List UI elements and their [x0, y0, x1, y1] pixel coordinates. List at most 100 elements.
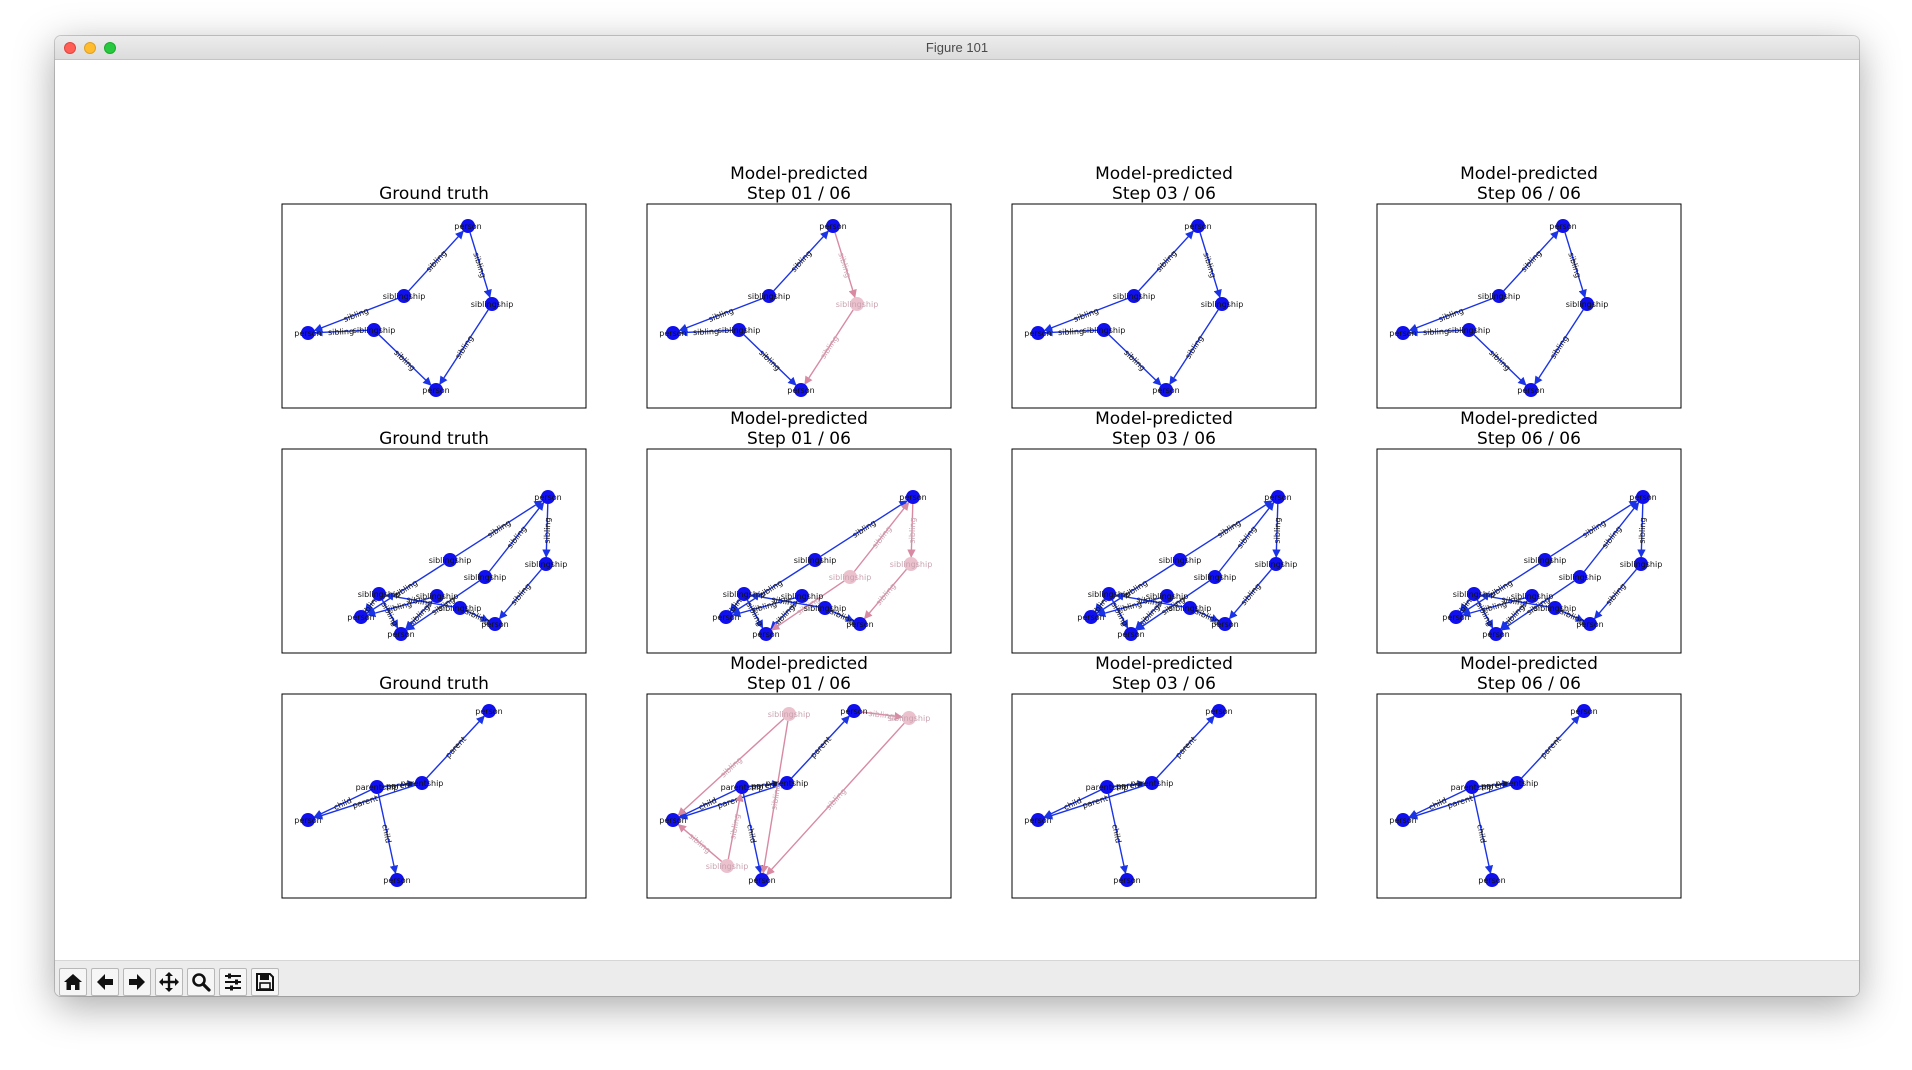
node-label: person	[846, 620, 873, 629]
node-label: person	[1152, 386, 1179, 395]
edge-label: sibling	[1273, 517, 1283, 543]
node-label: person	[748, 876, 775, 885]
panel-title-line1: Model-predicted	[1095, 654, 1233, 674]
panel-title-line1: Model-predicted	[730, 164, 868, 184]
minimize-button[interactable]	[84, 42, 96, 54]
graph-edge	[313, 297, 398, 332]
node-label: person	[1264, 493, 1291, 502]
close-button[interactable]	[64, 42, 76, 54]
node-label: person	[659, 329, 686, 338]
graph-node	[485, 297, 499, 311]
node-label: parentship	[1451, 783, 1494, 792]
node-label: siblingship	[1448, 326, 1491, 335]
subplot-axes	[1011, 693, 1317, 899]
node-label: person	[712, 613, 739, 622]
panel-title-line2: Ground truth	[379, 184, 489, 204]
graph-node	[1465, 780, 1479, 794]
pan-button[interactable]	[155, 968, 183, 996]
forward-button[interactable]	[123, 968, 151, 996]
graph-node	[430, 589, 444, 603]
graph-edge	[907, 503, 916, 558]
graph-node	[1524, 383, 1538, 397]
node-label: person	[819, 222, 846, 231]
graph-edge	[498, 568, 542, 620]
back-button[interactable]	[91, 968, 119, 996]
graph-edge	[1564, 232, 1587, 299]
save-button[interactable]	[251, 968, 279, 996]
node-label: parentship	[766, 779, 809, 788]
graph-node	[853, 617, 867, 631]
graph-node	[478, 570, 492, 584]
node-label: siblingship	[1169, 604, 1212, 613]
graph-node	[539, 557, 553, 571]
graph-edge	[366, 563, 445, 614]
graph-edge	[1534, 309, 1584, 385]
node-label: siblingship	[416, 592, 459, 601]
graph-node	[906, 490, 920, 504]
edge-label: child	[1475, 823, 1488, 843]
node-label: person	[1517, 386, 1544, 395]
graph-node	[1492, 289, 1506, 303]
node-label: siblingship	[1113, 292, 1156, 301]
graph-node	[1396, 326, 1410, 340]
node-label: siblingship	[358, 590, 401, 599]
node-label: person	[1184, 222, 1211, 231]
graph-node	[850, 297, 864, 311]
panel-title-line1: Model-predicted	[730, 409, 868, 429]
panel-title-line2: Step 06 / 06	[1477, 429, 1581, 449]
node-label: person	[387, 630, 414, 639]
node-label: siblingship	[890, 560, 933, 569]
panel-title-line2: Step 03 / 06	[1112, 184, 1216, 204]
graph-edge	[773, 230, 829, 292]
graph-edge	[1169, 309, 1219, 385]
node-label: person	[534, 493, 561, 502]
graph-node	[755, 873, 769, 887]
home-button[interactable]	[59, 968, 87, 996]
graph-edge	[863, 568, 907, 620]
edge-label: parent	[1116, 780, 1143, 791]
node-label: siblingship	[429, 556, 472, 565]
panel-title-line1: Model-predicted	[1095, 409, 1233, 429]
graph-node	[1583, 617, 1597, 631]
graph-edge	[746, 599, 764, 629]
graph-edge	[1409, 328, 1463, 337]
graph-edge	[820, 500, 908, 557]
edge-label: sibling	[1638, 517, 1648, 543]
graph-edge	[1196, 610, 1220, 622]
subplot-axes	[281, 203, 587, 409]
node-label: person	[347, 613, 374, 622]
node-label: siblingship	[1083, 326, 1126, 335]
graph-edge	[1480, 592, 1549, 608]
panel-title-line2: Step 03 / 06	[1112, 674, 1216, 694]
graph-node	[732, 323, 746, 337]
node-label: siblingship	[1088, 590, 1131, 599]
zoom-button[interactable]	[187, 968, 215, 996]
graph-edge	[313, 784, 416, 820]
graph-node	[1097, 323, 1111, 337]
graph-edge	[1113, 780, 1146, 789]
graph-node	[372, 587, 386, 601]
node-label: person	[1024, 329, 1051, 338]
graph-node	[1215, 297, 1229, 311]
maximize-button[interactable]	[104, 42, 116, 54]
node-label: person	[899, 493, 926, 502]
node-label: person	[454, 222, 481, 231]
graph-edge	[742, 793, 764, 874]
graph-node	[429, 383, 443, 397]
subplot-axes	[1376, 693, 1682, 899]
graph-edge	[1408, 784, 1511, 820]
node-label: person	[1113, 876, 1140, 885]
configure-subplots-button[interactable]	[219, 968, 247, 996]
subplot-axes	[646, 448, 952, 654]
panel-title-line2: Step 01 / 06	[747, 184, 851, 204]
node-label: siblingship	[836, 300, 879, 309]
graph-edge	[1043, 784, 1146, 820]
node-label: siblingship	[781, 592, 824, 601]
node-label: person	[422, 386, 449, 395]
graph-edge	[1637, 503, 1646, 558]
graph-edge	[834, 232, 857, 299]
graph-node	[1120, 873, 1134, 887]
graph-edge	[748, 780, 781, 789]
graph-edge	[313, 789, 371, 818]
